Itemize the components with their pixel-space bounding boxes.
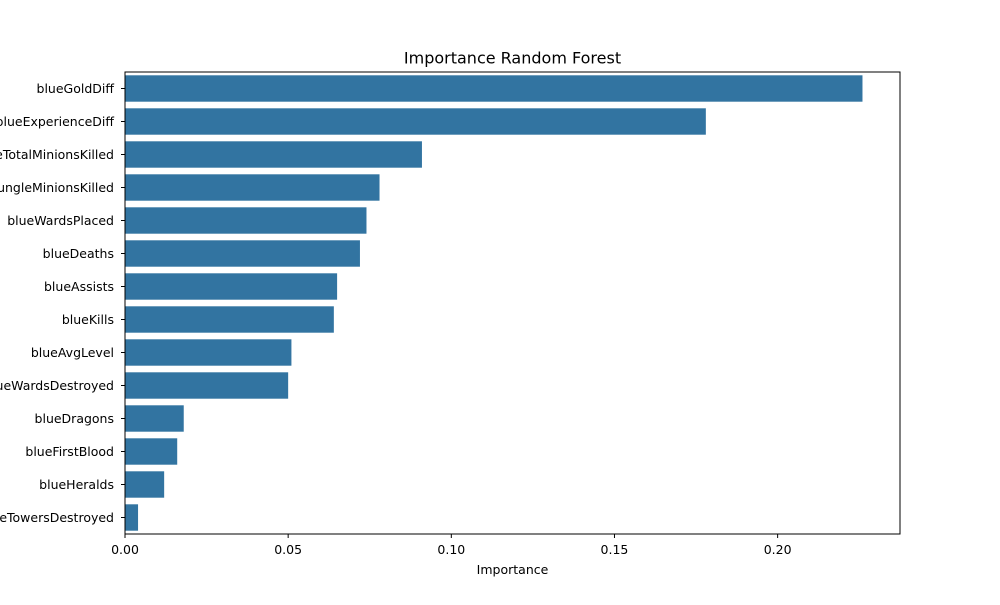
bar-blueWardsPlaced: [125, 207, 367, 234]
y-axis-ticks: blueGoldDiff blueExperienceDiff blueTotalM…: [0, 81, 125, 525]
bar-blueTotalMinionsKilled: [125, 141, 422, 168]
y-tick-label: blueWardsPlaced: [7, 213, 114, 228]
x-axis-ticks: 0.00 0.05 0.10 0.15 0.20: [111, 534, 792, 557]
chart-title: Importance Random Forest: [404, 49, 621, 68]
bar-blueWardsDestroyed: [125, 372, 289, 399]
bar-blueGoldDiff: [125, 75, 863, 102]
y-tick-label: blueGoldDiff: [37, 81, 115, 96]
bar-blueFirstBlood: [125, 438, 178, 465]
bar-blueTowersDestroyed: [125, 504, 139, 531]
bar-blueHeralds: [125, 471, 165, 498]
x-tick-label: 0.20: [764, 542, 792, 557]
y-tick-label: blueTowersDestroyed: [0, 510, 114, 525]
y-tick-label: blueFirstBlood: [25, 444, 114, 459]
bar-blueAssists: [125, 273, 338, 300]
bar-blueKills: [125, 306, 334, 333]
x-tick-label: 0.15: [601, 542, 629, 557]
bar-blueTotalJungleMinionsKilled: [125, 174, 380, 201]
y-tick-label: blueTotalJungleMinionsKilled: [0, 180, 114, 195]
x-tick-label: 0.05: [274, 542, 302, 557]
y-tick-label: blueTotalMinionsKilled: [0, 147, 114, 162]
y-tick-label: blueExperienceDiff: [0, 114, 114, 129]
x-axis-label: Importance: [477, 562, 549, 577]
bars-group: [125, 75, 863, 531]
y-tick-label: blueDeaths: [43, 246, 114, 261]
y-tick-label: blueKills: [62, 312, 114, 327]
bar-blueAvgLevel: [125, 339, 292, 366]
bar-blueDragons: [125, 405, 184, 432]
y-tick-label: blueAvgLevel: [31, 345, 114, 360]
y-tick-label: blueWardsDestroyed: [0, 378, 114, 393]
y-tick-label: blueAssists: [44, 279, 114, 294]
x-tick-label: 0.10: [437, 542, 465, 557]
plot-frame: [124, 71, 901, 535]
bar-blueDeaths: [125, 240, 360, 267]
x-tick-label: 0.00: [111, 542, 139, 557]
bar-blueExperienceDiff: [125, 108, 706, 135]
y-tick-label: blueHeralds: [39, 477, 114, 492]
y-tick-label: blueDragons: [35, 411, 114, 426]
